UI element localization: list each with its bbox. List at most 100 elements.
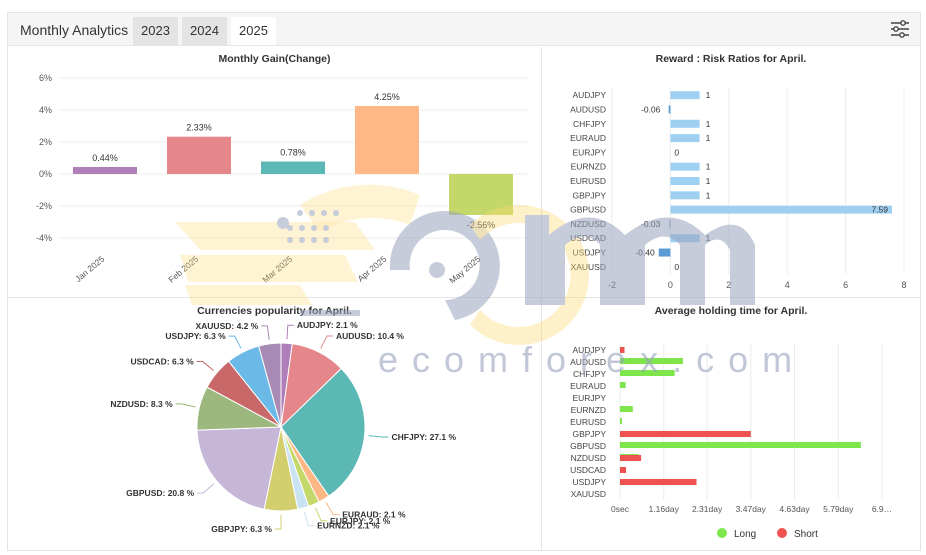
legend-label: Short [794, 529, 818, 540]
panel-divider-horizontal [8, 297, 920, 298]
y-tick-label: EURAUD [570, 133, 606, 143]
pie-slice-label: USDCAD: 6.3 % [130, 357, 194, 367]
y-tick-label: XAUUSD [571, 489, 606, 499]
y-tick-label: USDJPY [572, 477, 606, 487]
pie-slice-label: NZDUSD: 8.3 % [110, 399, 173, 409]
y-tick-label: GBPUSD [570, 441, 606, 451]
y-tick-label: XAUUSD [571, 262, 606, 272]
y-tick-label: 6% [39, 73, 52, 83]
currencies-popularity-title: Currencies popularity for April. [197, 305, 352, 317]
pie-connector [228, 335, 242, 349]
bar-value-label: 2.33% [186, 123, 212, 133]
bar [668, 105, 671, 114]
tab-2023[interactable]: 2023 [133, 17, 178, 45]
x-tick-label: 8 [901, 280, 906, 290]
y-tick-label: EURNZD [571, 162, 606, 172]
bar [670, 134, 700, 143]
bar-value-label: -0.06 [641, 104, 661, 114]
y-tick-label: GBPJPY [572, 190, 606, 200]
y-tick-label: CHFJPY [573, 119, 606, 129]
y-tick-label: EURJPY [572, 147, 606, 157]
bar-value-label: 1 [706, 90, 711, 100]
y-tick-label: -2% [36, 201, 52, 211]
bar-value-label: 1 [706, 176, 711, 186]
x-tick-label: 6 [843, 280, 848, 290]
bar-value-label: 0 [674, 262, 679, 272]
legend-label: Long [734, 529, 756, 540]
y-tick-label: NZDUSD [571, 453, 606, 463]
pie-connector [275, 515, 282, 530]
x-tick-label: 0 [668, 280, 673, 290]
bar [670, 234, 700, 243]
pie-slice-label: EURJPY: 2.1 % [330, 516, 391, 526]
y-tick-label: USDCAD [570, 465, 606, 475]
bar [261, 161, 325, 174]
x-tick-label: -2 [608, 280, 616, 290]
y-tick-label: EURJPY [572, 393, 606, 403]
y-tick-label: AUDJPY [572, 90, 606, 100]
tab-2025[interactable]: 2025 [231, 17, 276, 45]
pie-connector [320, 335, 333, 349]
monthly-gain-title: Monthly Gain(Change) [218, 53, 331, 65]
y-tick-label: AUDUSD [570, 357, 606, 367]
x-tick-label: May 2025 [447, 254, 482, 286]
x-tick-label: Jan 2025 [73, 254, 106, 284]
x-tick-label: 1.16day [649, 504, 680, 514]
bar-value-label: -0.40 [635, 248, 655, 258]
bar-value-label: 1 [706, 119, 711, 129]
bar-value-label: 1 [706, 233, 711, 243]
bar [167, 136, 231, 174]
pie-connector [325, 502, 340, 516]
y-tick-label: EURUSD [570, 176, 606, 186]
bar-short [620, 467, 627, 473]
bar [658, 248, 671, 257]
pie-connector [368, 435, 389, 438]
y-tick-label: 0% [39, 169, 52, 179]
pie-connector [315, 507, 328, 522]
y-tick-label: EURNZD [571, 405, 606, 415]
y-tick-label: GBPJPY [572, 429, 606, 439]
pie-slice-label: GBPUSD: 20.8 % [126, 488, 194, 498]
average-holding-title: Average holding time for April. [654, 305, 808, 317]
x-tick-label: 6.9… [872, 504, 892, 514]
x-tick-label: 2 [726, 280, 731, 290]
pie-connector [196, 361, 214, 371]
y-tick-label: 2% [39, 137, 52, 147]
x-tick-label: Feb 2025 [166, 254, 200, 285]
y-tick-label: NZDUSD [571, 219, 606, 229]
x-tick-label: 2.31day [692, 504, 723, 514]
pie-slice-label: AUDUSD: 10.4 % [336, 331, 404, 341]
y-tick-label: -4% [36, 233, 52, 243]
bar [73, 166, 137, 174]
x-tick-label: 4.63day [779, 504, 810, 514]
x-tick-label: Mar 2025 [260, 254, 294, 285]
y-tick-label: CHFJPY [573, 369, 606, 379]
bar-value-label: 1 [706, 162, 711, 172]
bar-long [620, 406, 633, 412]
x-tick-label: 0sec [611, 504, 630, 514]
page-title: Monthly Analytics [20, 22, 129, 38]
sliders-icon[interactable] [890, 19, 910, 39]
tab-2024[interactable]: 2024 [182, 17, 227, 45]
pie-slice-label: AUDJPY: 2.1 % [297, 320, 358, 330]
y-tick-label: USDJPY [572, 248, 606, 258]
bar-value-label: -0.03 [641, 219, 661, 229]
bar-value-label: 7.59 [871, 205, 888, 215]
x-tick-label: 5.79day [823, 504, 854, 514]
bar [449, 174, 513, 215]
reward-risk-chart: -2 0 2 4 6 8 AUDJPY 1 AUDUSD -0.06 CHFJPY 1 EURAUD 1 E… [570, 88, 907, 290]
reward-risk-title: Reward : Risk Ratios for April. [655, 53, 807, 65]
bar-value-label: 1 [706, 133, 711, 143]
monthly-gain-chart: 6% 4% 2% 0% -2% -4% 0.44% Jan 2025 2.33% Feb 2025… [36, 73, 528, 286]
bar-long [620, 370, 675, 376]
pie-connector [286, 324, 294, 340]
pie-slice-label: GBPJPY: 6.3 % [211, 524, 272, 534]
bar [670, 191, 700, 200]
bar-short [620, 347, 625, 353]
legend-marker-short [777, 528, 787, 538]
y-tick-label: AUDJPY [572, 345, 606, 355]
bar-value-label: 1 [706, 190, 711, 200]
bar-long [620, 418, 622, 424]
pie-slice-label: CHFJPY: 27.1 % [392, 432, 457, 442]
x-tick-label: 3.47day [736, 504, 767, 514]
